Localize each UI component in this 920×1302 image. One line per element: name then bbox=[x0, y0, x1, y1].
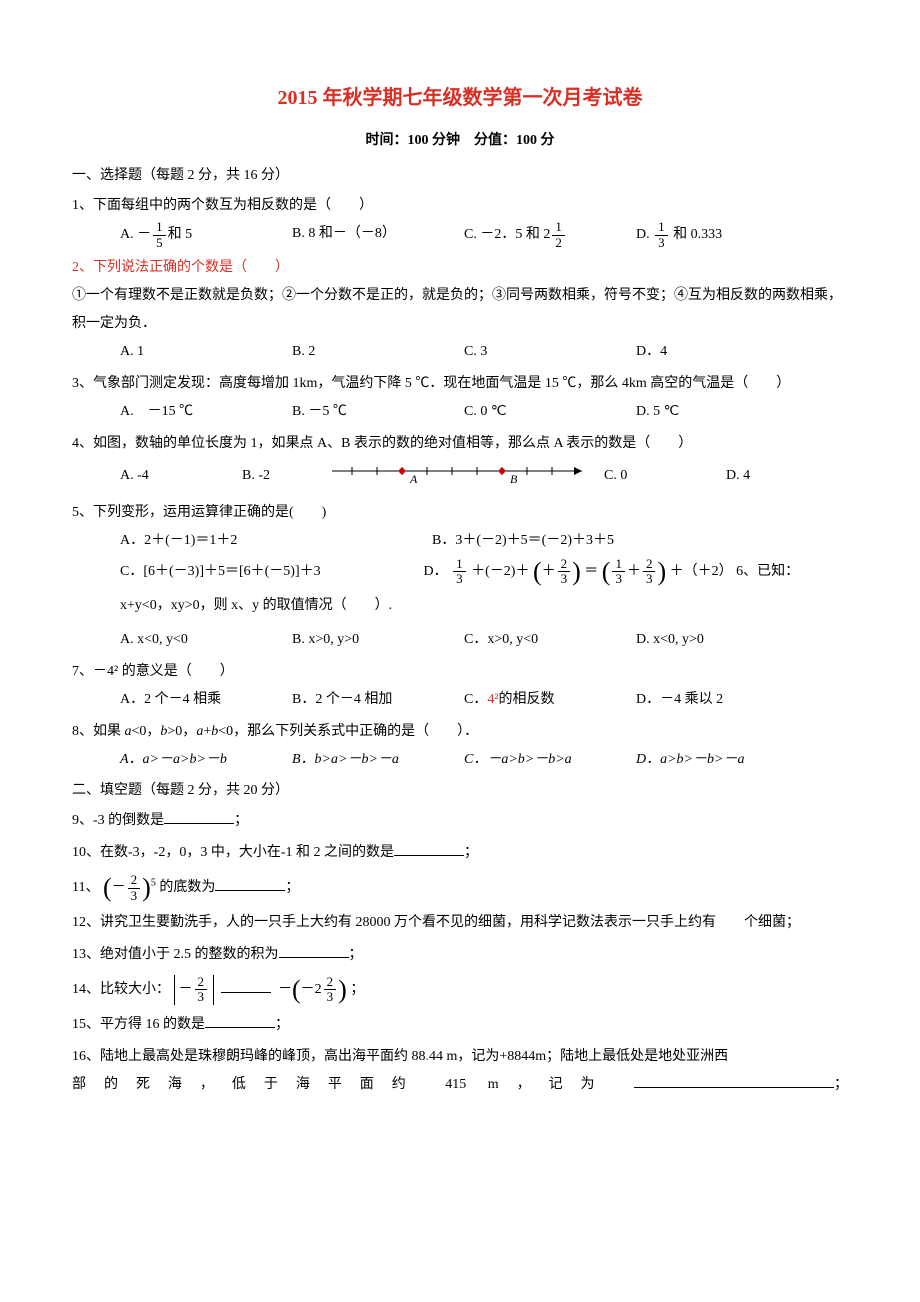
question-5: 5、下列变形，运用运算律正确的是( ) A．2＋(－1)＝1＋2 B．3＋(－2… bbox=[72, 499, 848, 622]
question-14: 14、比较大小： －23 －(－223) ； bbox=[72, 973, 848, 1007]
question-16: 16、陆地上最高处是珠穆朗玛峰的峰顶，高出海平面约 88.44 m，记为+884… bbox=[72, 1043, 848, 1099]
q8-opt-c: C．－a>b>－b>a bbox=[464, 746, 624, 774]
q5-opt-b: B．3＋(－2)＋5＝(－2)＋3＋5 bbox=[432, 527, 732, 555]
number-line-label-a: A bbox=[409, 472, 418, 484]
q7-opt-d: D．－4 乘以 2 bbox=[636, 686, 796, 714]
number-line-label-b: B bbox=[510, 472, 518, 484]
page-subtitle: 时间：100 分钟 分值：100 分 bbox=[72, 128, 848, 153]
question-13: 13、绝对值小于 2.5 的整数的积为； bbox=[72, 941, 848, 969]
q6-opt-d: D. x<0, y>0 bbox=[636, 626, 796, 654]
q2-statements: ①一个有理数不是正数就是负数；②一个分数不是正的，就是负的；③同号两数相乘，符号… bbox=[72, 282, 848, 338]
blank-13 bbox=[279, 943, 349, 958]
q2-opt-d: D．4 bbox=[636, 338, 796, 366]
q2-stem: 2、下列说法正确的个数是（ ） bbox=[72, 254, 848, 282]
q8-opt-b: B．b>a>－b>－a bbox=[292, 746, 452, 774]
q8-opt-d: D．a>b>－b>－a bbox=[636, 746, 796, 774]
question-6: A. x<0, y<0 B. x>0, y>0 C．x>0, y<0 D. x<… bbox=[72, 626, 848, 654]
q1-options: A. －15和 5 B. 8 和－（－8） C. －2．5 和 212 D. 1… bbox=[72, 220, 848, 250]
q7-options: A．2 个－4 相乘 B．2 个－4 相加 C．4²的相反数 D．－4 乘以 2 bbox=[72, 686, 848, 714]
blank-9 bbox=[164, 809, 234, 824]
question-4: 4、如图，数轴的单位长度为 1，如果点 A、B 表示的数的绝对值相等，那么点 A… bbox=[72, 430, 848, 495]
q7-opt-b: B．2 个－4 相加 bbox=[292, 686, 452, 714]
q3-opt-a: A. －15 ℃ bbox=[120, 398, 280, 426]
q1-opt-d: D. 13 和 0.333 bbox=[636, 220, 796, 250]
question-12: 12、讲究卫生要勤洗手，人的一只手上大约有 28000 万个看不见的细菌，用科学… bbox=[72, 909, 848, 937]
q3-opt-c: C. 0 ℃ bbox=[464, 398, 624, 426]
section-1-heading: 一、选择题（每题 2 分，共 16 分） bbox=[72, 163, 848, 188]
question-9: 9、-3 的倒数是； bbox=[72, 807, 848, 835]
q3-opt-d: D. 5 ℃ bbox=[636, 398, 796, 426]
q3-options: A. －15 ℃ B. －5 ℃ C. 0 ℃ D. 5 ℃ bbox=[72, 398, 848, 426]
q4-opt-b: B. -2 bbox=[242, 462, 312, 490]
question-10: 10、在数-3，-2，0，3 中，大小在-1 和 2 之间的数是； bbox=[72, 839, 848, 867]
q6-opt-b: B. x>0, y>0 bbox=[292, 626, 452, 654]
q3-stem: 3、气象部门测定发现：高度每增加 1km，气温约下降 5 ℃．现在地面气温是 1… bbox=[72, 370, 848, 398]
q16-line2: 部的死海，低于海平面约 415 m，记为 ； bbox=[72, 1071, 848, 1099]
q1-opt-c: C. －2．5 和 212 bbox=[464, 220, 624, 250]
q5-opt-a: A．2＋(－1)＝1＋2 bbox=[120, 527, 420, 555]
q7-opt-c: C．4²的相反数 bbox=[464, 686, 624, 714]
question-1: 1、下面每组中的两个数互为相反数的是（ ） A. －15和 5 B. 8 和－（… bbox=[72, 192, 848, 250]
blank-15 bbox=[205, 1013, 275, 1028]
q2-opt-a: A. 1 bbox=[120, 338, 280, 366]
q6-opt-a: A. x<0, y<0 bbox=[120, 626, 280, 654]
q2-opt-c: C. 3 bbox=[464, 338, 624, 366]
q4-options: A. -4 B. -2 A B bbox=[72, 458, 848, 495]
q4-opt-a: A. -4 bbox=[120, 462, 230, 490]
number-line-figure: A B bbox=[332, 458, 592, 495]
q1-opt-b: B. 8 和－（－8） bbox=[292, 220, 452, 250]
q3-opt-b: B. －5 ℃ bbox=[292, 398, 452, 426]
question-15: 15、平方得 16 的数是； bbox=[72, 1011, 848, 1039]
q8-stem: 8、如果 a<0，b>0，a+b<0，那么下列关系式中正确的是（ ）． bbox=[72, 718, 848, 746]
question-7: 7、－4² 的意义是（ ） A．2 个－4 相乘 B．2 个－4 相加 C．4²… bbox=[72, 658, 848, 714]
blank-16 bbox=[634, 1073, 834, 1088]
q7-stem: 7、－4² 的意义是（ ） bbox=[72, 658, 848, 686]
q2-options: A. 1 B. 2 C. 3 D．4 bbox=[72, 338, 848, 366]
section-2-heading: 二、填空题（每题 2 分，共 20 分） bbox=[72, 778, 848, 803]
q5-options-row2: C．[6＋(－3)]＋5＝[6＋(－5)]＋3 D． 13 ＋(－2)＋ (＋2… bbox=[72, 555, 848, 622]
blank-14 bbox=[221, 978, 271, 993]
q7-opt-a: A．2 个－4 相乘 bbox=[120, 686, 280, 714]
q8-opt-a: A．a>－a>b>－b bbox=[120, 746, 280, 774]
abs-value: －23 bbox=[174, 975, 215, 1005]
page-title: 2015 年秋学期七年级数学第一次月考试卷 bbox=[72, 80, 848, 116]
q5-stem: 5、下列变形，运用运算律正确的是( ) bbox=[72, 499, 848, 527]
q5-opt-d: D． 13 ＋(－2)＋ (＋23) ＝ (13＋23) ＋（＋2） bbox=[424, 564, 737, 579]
question-8: 8、如果 a<0，b>0，a+b<0，那么下列关系式中正确的是（ ）． A．a>… bbox=[72, 718, 848, 774]
q2-opt-b: B. 2 bbox=[292, 338, 452, 366]
q5-opt-c: C．[6＋(－3)]＋5＝[6＋(－5)]＋3 bbox=[120, 555, 420, 589]
q4-opt-c: C. 0 bbox=[604, 462, 714, 490]
blank-10 bbox=[394, 841, 464, 856]
question-11: 11、 (－23)5 的底数为； bbox=[72, 871, 848, 905]
question-3: 3、气象部门测定发现：高度每增加 1km，气温约下降 5 ℃．现在地面气温是 1… bbox=[72, 370, 848, 426]
number-line-svg: A B bbox=[332, 458, 592, 484]
q6-opt-c: C．x>0, y<0 bbox=[464, 626, 624, 654]
q4-opt-d: D. 4 bbox=[726, 462, 786, 490]
q8-options: A．a>－a>b>－b B．b>a>－b>－a C．－a>b>－b>a D．a>… bbox=[72, 746, 848, 774]
question-2: 2、下列说法正确的个数是（ ） ①一个有理数不是正数就是负数；②一个分数不是正的… bbox=[72, 254, 848, 366]
q5-options-row1: A．2＋(－1)＝1＋2 B．3＋(－2)＋5＝(－2)＋3＋5 bbox=[72, 527, 848, 555]
q1-stem: 1、下面每组中的两个数互为相反数的是（ ） bbox=[72, 192, 848, 220]
q4-stem: 4、如图，数轴的单位长度为 1，如果点 A、B 表示的数的绝对值相等，那么点 A… bbox=[72, 430, 848, 458]
q6-options: A. x<0, y<0 B. x>0, y>0 C．x>0, y<0 D. x<… bbox=[72, 626, 848, 654]
q1-opt-a: A. －15和 5 bbox=[120, 220, 280, 250]
blank-11 bbox=[215, 876, 285, 891]
